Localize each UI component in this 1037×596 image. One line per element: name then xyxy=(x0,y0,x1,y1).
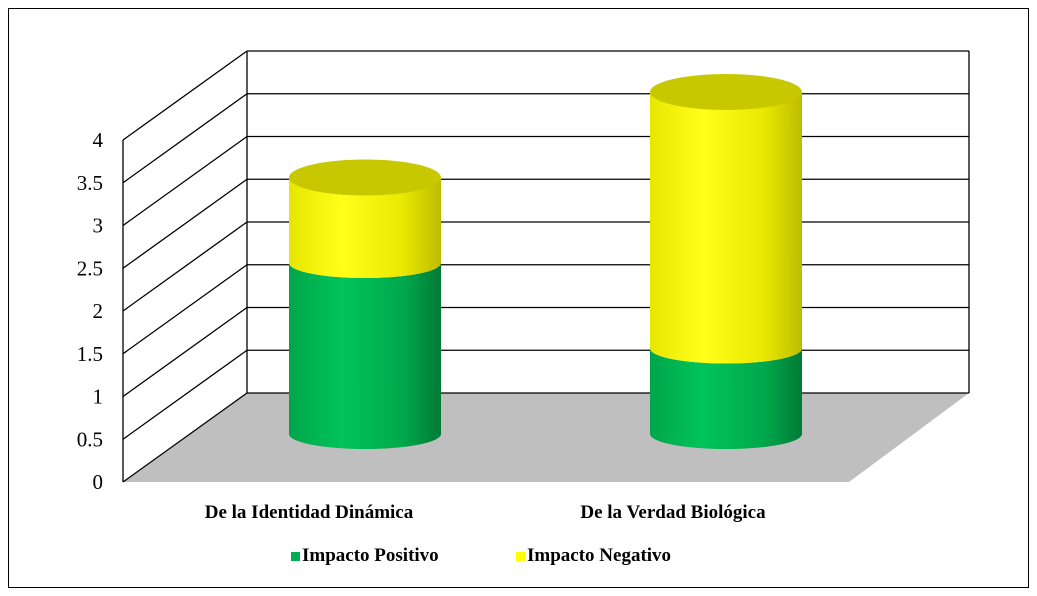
gridline-side xyxy=(122,349,248,440)
gridline-side xyxy=(122,306,248,398)
bar-positivo-1 xyxy=(289,263,441,449)
y-tick-label: 3 xyxy=(93,214,104,238)
chart-svg: 0 0.5 1 1.5 2 2.5 3 3.5 4 De la Identidad Dinámic… xyxy=(77,50,970,566)
gridline-side xyxy=(122,50,248,141)
x-category-label: De la Identidad Dinámica xyxy=(205,502,414,523)
bar-positivo-2 xyxy=(650,348,802,449)
x-category-label: De la Verdad Biológica xyxy=(580,502,766,523)
chart-floor xyxy=(123,393,969,482)
y-tick-label: 0 xyxy=(93,470,104,494)
floor-layer xyxy=(123,393,969,482)
y-tick-label: 3.5 xyxy=(77,171,103,195)
chart-frame: 0 0.5 1 1.5 2 2.5 3 3.5 4 De la Identidad Dinámic… xyxy=(8,8,1029,588)
bar-top-cap-1 xyxy=(289,159,441,196)
gridline-side xyxy=(122,135,248,227)
y-tick-label: 2 xyxy=(93,299,104,323)
bar-negativo-2 xyxy=(650,92,802,364)
gridline-side xyxy=(122,93,248,184)
legend-label-2: Impacto Negativo xyxy=(527,545,671,566)
y-tick-label: 1.5 xyxy=(77,342,103,366)
y-tick-label: 4 xyxy=(93,128,104,152)
legend-swatch-2 xyxy=(516,552,525,561)
bars-layer xyxy=(289,74,802,449)
legend-label-1: Impacto Positivo xyxy=(302,545,439,566)
gridline-side xyxy=(122,392,248,483)
bar-negativo-1 xyxy=(289,177,442,278)
bar-top-cap-2 xyxy=(650,74,802,110)
gridline-side xyxy=(122,264,248,355)
y-tick-label: 2.5 xyxy=(77,256,103,280)
y-tick-label: 0.5 xyxy=(77,427,103,451)
gridline-side xyxy=(122,178,248,269)
y-tick-label: 1 xyxy=(93,385,104,409)
labels-layer: 0 0.5 1 1.5 2 2.5 3 3.5 4 De la Identidad Dinámic… xyxy=(77,128,766,566)
legend-swatch-1 xyxy=(291,552,300,561)
gridline-side xyxy=(122,221,248,312)
